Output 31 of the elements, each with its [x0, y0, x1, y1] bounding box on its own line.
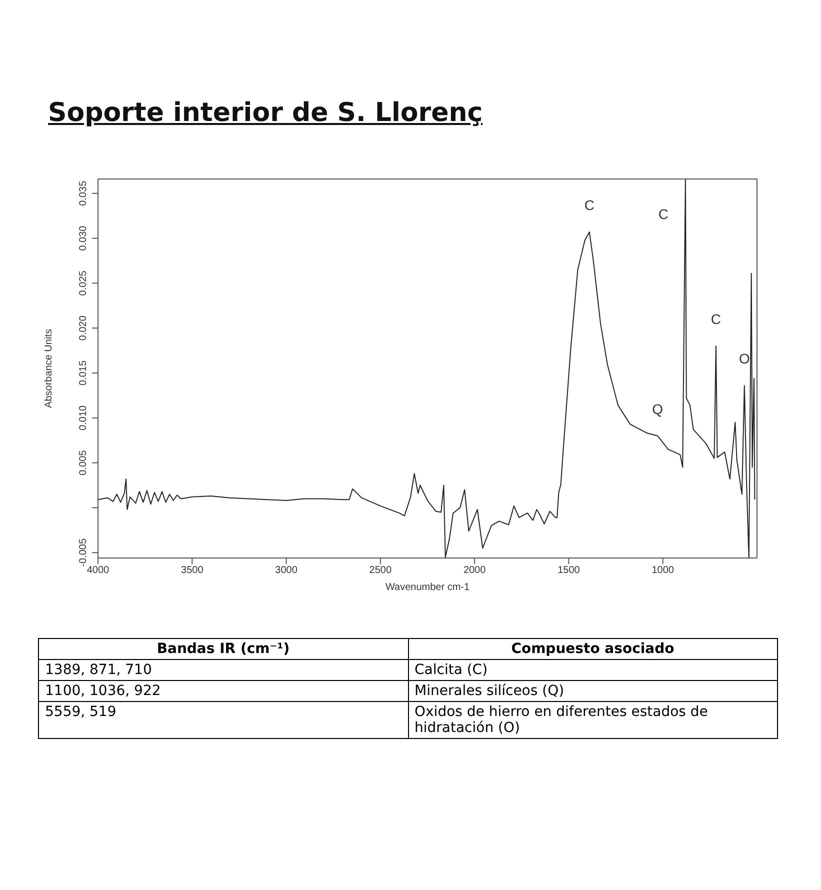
y-tick-label: 0.005 [78, 450, 89, 476]
text: 5559, 519 [38, 702, 408, 738]
annotation: C [584, 196, 594, 213]
y-tick-label: 0.020 [78, 315, 89, 341]
y-tick-label: 0.010 [78, 404, 89, 430]
text: 1100, 1036, 922 [38, 680, 408, 702]
annotation: C [710, 311, 722, 328]
y-tick-label: -0.005 [78, 538, 89, 567]
y-tick-label: 0.015 [78, 360, 89, 386]
text: Compuesto asociado [408, 638, 778, 660]
chart-title: Soporte interior de S. Llorenç [48, 98, 484, 128]
y-tick-label: 0.035 [78, 180, 89, 206]
x-tick-label: 1000 [652, 565, 674, 576]
text: Minerales silíceos (Q) [408, 680, 778, 702]
text: 1389, 871, 710 [38, 660, 408, 680]
x-tick-label: 2500 [369, 565, 392, 576]
text: Oxidos de hierro en diferentes estados de hidratación (O) [408, 702, 778, 738]
x-tick-label: 4000 [86, 565, 110, 576]
text: Bandas IR (cm⁻¹) [38, 638, 408, 660]
y-tick-label: 0.030 [78, 225, 89, 251]
annotation: O [738, 350, 750, 367]
annotation: C [658, 206, 669, 222]
x-tick-label: 3500 [181, 565, 204, 576]
x-tick-label: 3000 [275, 565, 298, 576]
x-axis-title: Wavenumber cm-1 [385, 582, 470, 593]
text: Calcita (C) [408, 660, 778, 680]
x-tick-label: 2000 [463, 565, 486, 576]
annotation: Q [652, 400, 664, 417]
y-axis-title: Absorbance Units [44, 329, 55, 408]
y-tick-label: 0.025 [78, 270, 89, 296]
x-tick-label: 1500 [558, 565, 580, 576]
